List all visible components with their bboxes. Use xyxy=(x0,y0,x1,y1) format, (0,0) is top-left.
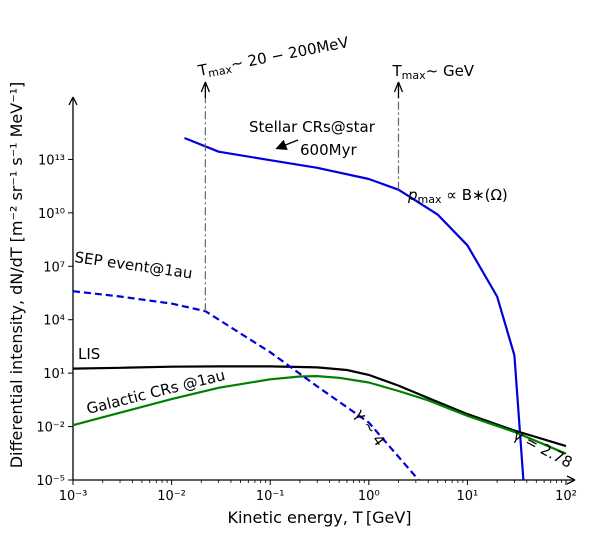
annotation-gamma-278: γ = 2.78 xyxy=(510,426,575,472)
annotation-arrow xyxy=(275,139,299,151)
y-tick-label: 10¹³ xyxy=(38,153,65,168)
marker-arrow-1 xyxy=(200,81,210,93)
x-tick-label: 10⁻³ xyxy=(59,489,88,504)
x-tick-label: 10⁻² xyxy=(157,489,186,504)
y-axis-arrow xyxy=(68,96,78,106)
y-tick-label: 10⁴ xyxy=(43,314,65,329)
x-axis-title: Kinetic energy, T [GeV] xyxy=(227,508,411,527)
annotation-600myr: 600Myr xyxy=(300,141,357,159)
annotations: Stellar CRs@star 600Myr pmax ∝ B∗(Ω) SEP… xyxy=(73,118,575,472)
marker-arrow-2 xyxy=(393,81,404,93)
y-axis-title: Differential intensity, dN/dT [m⁻² sr⁻¹ … xyxy=(7,82,26,469)
x-tick-label: 10⁻¹ xyxy=(256,489,285,504)
annotation-lis: LIS xyxy=(78,345,100,363)
annotation-stellar-crs: Stellar CRs@star xyxy=(249,118,376,136)
series-group xyxy=(72,136,567,481)
series-line-stellar-crs-star-600myr xyxy=(184,136,525,481)
y-tick-label: 10¹ xyxy=(43,367,65,382)
series-line-sep-event-1au xyxy=(72,290,420,481)
y-tick-label: 10¹⁰ xyxy=(38,207,65,222)
axes: 10⁻³ 10⁻² 10⁻¹ 10⁰ 10¹ 10² 10⁻⁵ 10⁻² 10¹ 10⁴ 10⁷ 10… xyxy=(7,82,577,527)
x-tick-label: 10⁰ xyxy=(358,489,380,504)
series-line-galactic-crs-1au xyxy=(72,375,567,455)
annotation-gamma-4: γ ∼ 4 xyxy=(351,406,389,450)
x-axis-arrow xyxy=(566,475,576,485)
y-tick-label: 10⁻² xyxy=(36,421,65,436)
x-tick-label: 10² xyxy=(555,489,577,504)
series-line-lis xyxy=(72,365,567,448)
y-tick-label: 10⁻⁵ xyxy=(36,474,65,489)
annotation-sep-event: SEP event@1au xyxy=(73,248,193,282)
y-tick-label: 10⁷ xyxy=(43,260,65,275)
marker-label-2: Tmax∼ GeV xyxy=(391,62,474,82)
marker-label-1: Tmax∼ 20 − 200MeV xyxy=(196,33,351,82)
x-tick-label: 10¹ xyxy=(457,489,479,504)
annotation-pmax: pmax ∝ B∗(Ω) xyxy=(407,186,508,206)
